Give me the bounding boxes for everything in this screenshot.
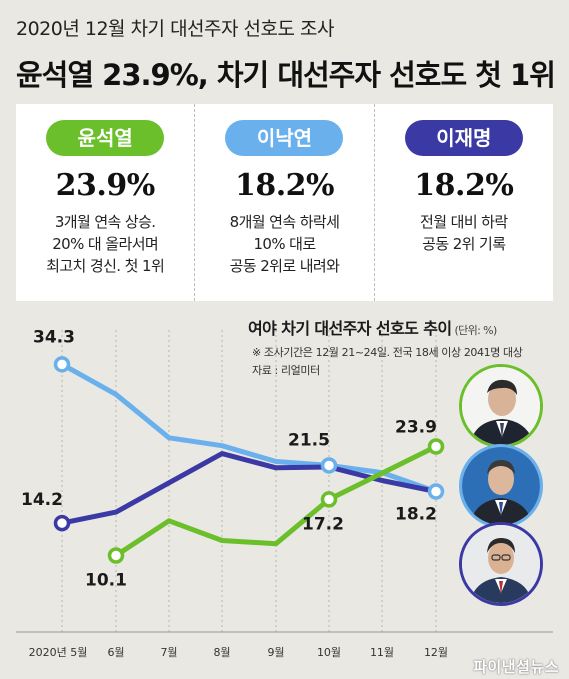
series-line-lee-jm: [59, 451, 439, 526]
portrait-lee-ny: [459, 444, 543, 528]
x-tick-label: 6월: [107, 646, 124, 659]
supertitle: 2020년 12월 차기 대선주자 선호도 조사: [16, 18, 334, 40]
name-pill-lee-jm: 이재명: [404, 120, 523, 156]
chart-unit: (단위: %): [454, 324, 497, 337]
desc-yoon: 3개월 연속 상승. 20% 대 올라서며 최고치 경신. 첫 1위: [46, 213, 165, 275]
x-tick-label: 7월: [160, 646, 177, 659]
series-line-lee-ny: [59, 361, 439, 494]
card-lee-jm: 이재명 18.2% 전월 대비 하락 공동 2위 기록: [373, 104, 553, 301]
data-point-yoon: [427, 438, 445, 455]
desc-lee-ny: 8개월 연속 하락세 10% 대로 공동 2위로 내려와: [229, 213, 340, 275]
data-label: 17.2: [302, 514, 344, 534]
value-lee-jm: 18.2%: [414, 168, 514, 203]
portrait-yoon: [459, 364, 543, 448]
data-point-yoon: [107, 547, 125, 564]
survey-note: ※ 조사기간은 12월 21~24일. 전국 18세 이상 2041명 대상: [252, 346, 523, 359]
value-lee-ny: 18.2%: [234, 168, 335, 203]
name-pill-lee-ny: 이낙연: [225, 120, 344, 156]
value-yoon: 23.9%: [55, 168, 156, 203]
name-pill-yoon: 윤석열: [46, 120, 165, 156]
data-label: 14.2: [21, 490, 63, 510]
data-point-lee-ny: [320, 457, 338, 474]
x-tick-label: 8월: [213, 646, 230, 659]
data-label: 10.1: [85, 571, 127, 591]
data-point-lee-ny: [427, 483, 445, 500]
x-tick-label: 2020년 5월: [29, 646, 88, 659]
desc-lee-jm: 전월 대비 하락 공동 2위 기록: [420, 213, 508, 253]
data-label: 34.3: [33, 327, 75, 347]
person-icon-lee-ny: [462, 447, 540, 525]
data-label: 23.9: [395, 417, 437, 437]
person-icon-lee-jm: [462, 525, 540, 603]
source-note: 자료 : 리얼미터: [252, 364, 320, 377]
chart-title: 여야 차기 대선주자 선호도 추이 (단위: %): [248, 315, 497, 339]
data-point-yoon: [320, 491, 338, 508]
candidate-cards: 윤석열 23.9% 3개월 연속 상승. 20% 대 올라서며 최고치 경신. …: [16, 104, 553, 301]
x-tick-label: 9월: [267, 646, 284, 659]
data-label: 21.5: [288, 430, 330, 450]
chart-title-text: 여야 차기 대선주자 선호도 추이: [248, 319, 452, 338]
card-lee-ny: 이낙연 18.2% 8개월 연속 하락세 10% 대로 공동 2위로 내려와: [194, 104, 373, 301]
portrait-lee-jm: [459, 522, 543, 606]
data-point-lee-jm: [53, 514, 71, 532]
watermark: 파이낸셜뉴스: [473, 658, 559, 676]
person-icon-yoon: [462, 367, 540, 445]
x-tick-label: 11월: [370, 646, 394, 659]
x-tick-label: 10월: [317, 646, 341, 659]
card-yoon: 윤석열 23.9% 3개월 연속 상승. 20% 대 올라서며 최고치 경신. …: [16, 104, 194, 301]
headline: 윤석열 23.9%, 차기 대선주자 선호도 첫 1위: [16, 58, 556, 92]
x-tick-label: 12월: [424, 646, 448, 659]
data-point-lee-ny: [53, 356, 71, 373]
data-label: 18.2: [395, 505, 437, 525]
series-line-yoon: [113, 444, 439, 558]
